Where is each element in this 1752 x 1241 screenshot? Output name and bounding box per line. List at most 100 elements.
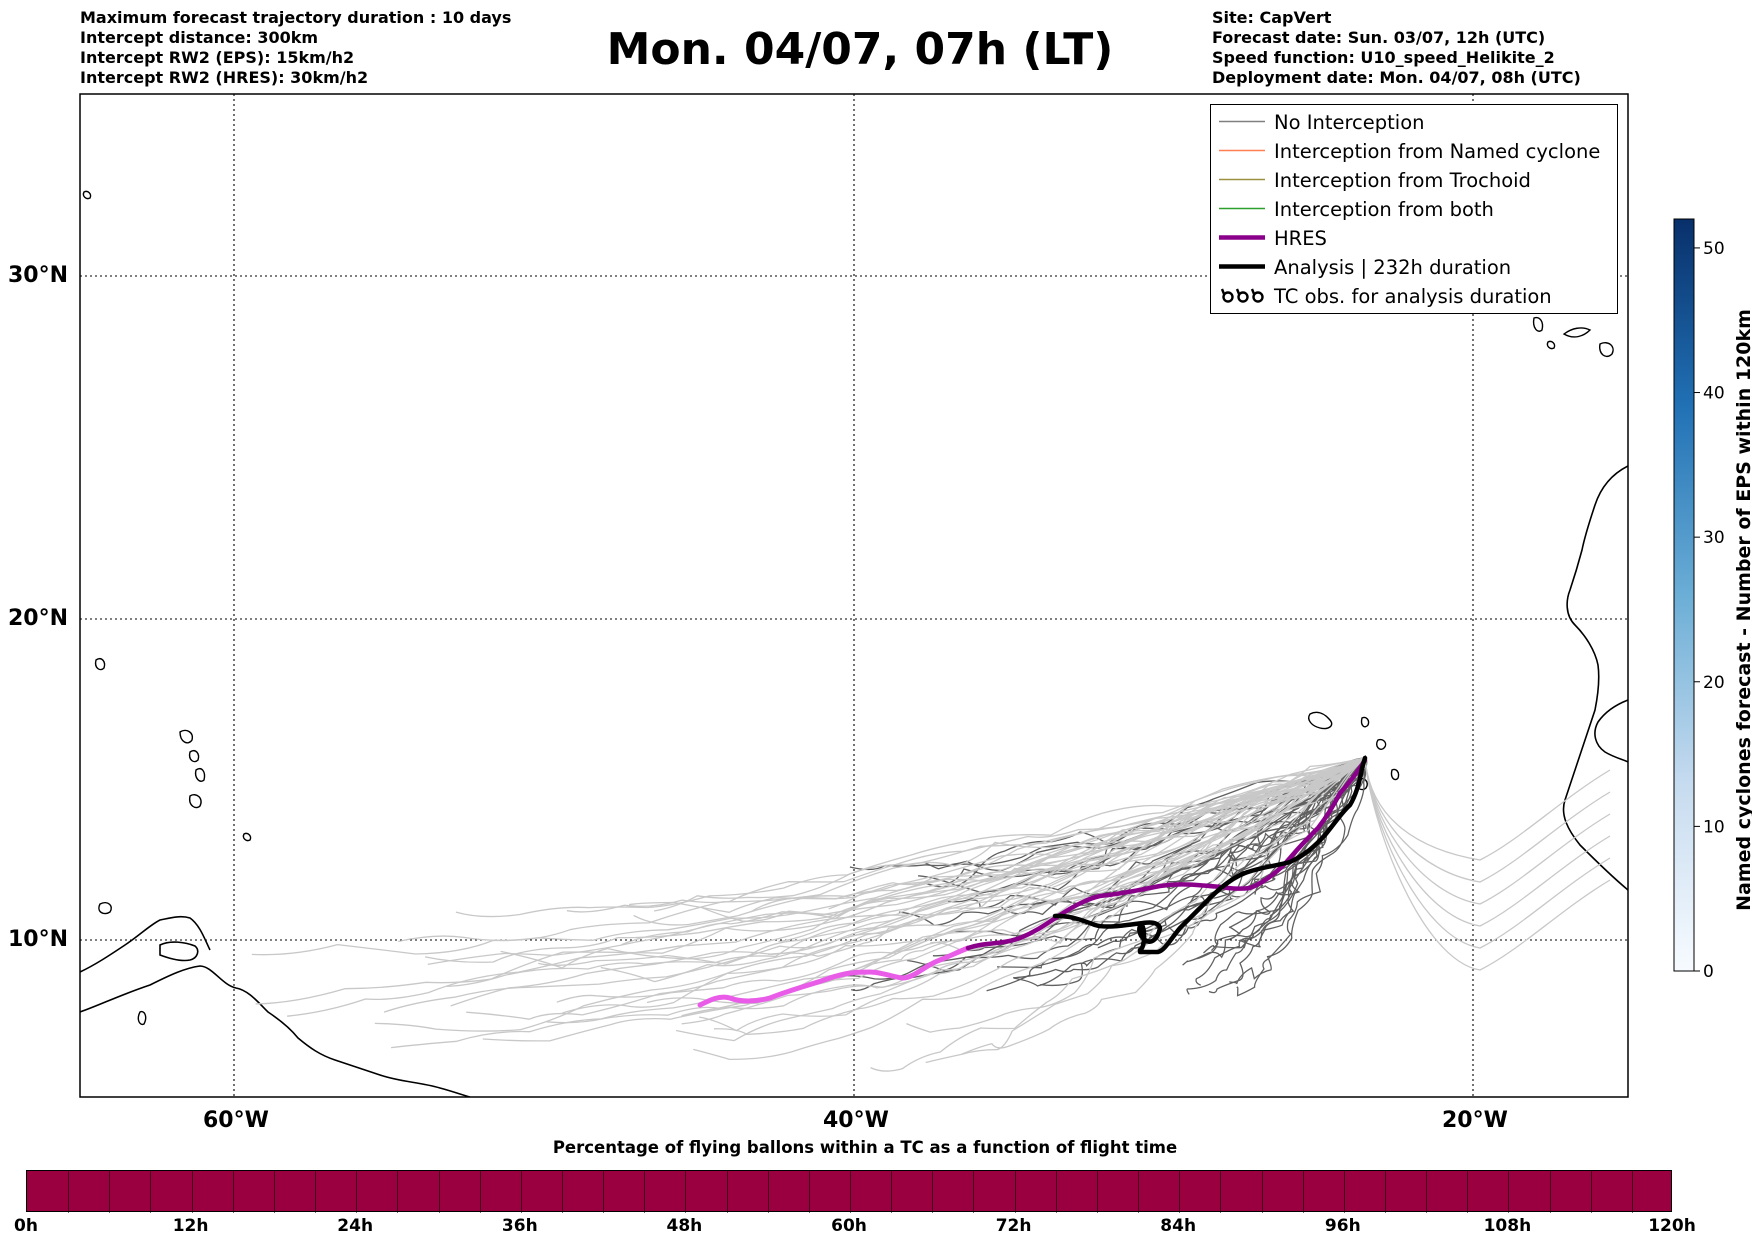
legend-label: No Interception — [1274, 111, 1425, 134]
page-title: Mon. 04/07, 07h (LT) — [606, 24, 1114, 75]
deployment-date-text: Deployment date: Mon. 04/07, 08h (UTC) — [1212, 68, 1581, 87]
eps-trajectory-line — [633, 757, 1366, 926]
colorbar-tick-label: 0 — [1703, 962, 1714, 982]
caribbean-island-3 — [194, 768, 206, 782]
colorbar-minor-tick — [932, 1171, 934, 1213]
eps-trajectory-line — [1364, 757, 1611, 927]
colorbar-minor-tick — [68, 1171, 70, 1213]
colorbar-minor-tick — [603, 1171, 605, 1213]
cape-verde-island-2 — [1360, 716, 1370, 728]
eps-trajectory-line — [383, 757, 1366, 1013]
islands — [82, 190, 1614, 1026]
cape-verde-island-3 — [1375, 738, 1387, 750]
colorbar-minor-tick — [438, 1171, 440, 1213]
bottom-colorbar-tick-label: 36h — [501, 1216, 538, 1236]
colorbar-minor-tick — [479, 1171, 481, 1213]
intercept-eps-text: Intercept RW2 (EPS): 15km/h2 — [80, 48, 355, 67]
lat-label-10n: 10°N — [8, 927, 69, 952]
canary-island-1 — [1532, 316, 1544, 332]
colorbar-minor-tick — [767, 1171, 769, 1213]
eps-trajectory-line — [675, 757, 1366, 1042]
eps-trajectory-line — [693, 757, 1366, 1061]
eps-trajectory-line — [629, 757, 1366, 913]
eps-trajectory-line — [870, 757, 1366, 1072]
eps-trajectory-line — [455, 757, 1366, 918]
right-colorbar: 0 10 20 30 40 50 — [1673, 218, 1725, 982]
hres-late-segment — [965, 757, 1368, 951]
eps-trajectory-line — [681, 757, 1366, 1017]
legend-swatch-no-interception — [1219, 120, 1265, 123]
legend-label: Interception from both — [1274, 198, 1494, 221]
map-frame — [79, 93, 1629, 1098]
lat-label-30n: 30°N — [8, 263, 69, 288]
bottom-colorbar-title: Percentage of flying ballons within a TC… — [552, 1138, 1178, 1157]
forecast-settings: Maximum forecast trajectory duration : 1… — [80, 8, 511, 88]
bottom-colorbar-tick-label: 48h — [666, 1216, 703, 1236]
caribbean-island-5 — [94, 658, 106, 671]
eps-trajectory-line — [768, 757, 1366, 957]
venezuela-peninsula — [80, 915, 211, 973]
legend-swatch-trochoid — [1219, 178, 1265, 181]
canary-island-3 — [1598, 342, 1614, 358]
eps-trajectory-line — [1236, 757, 1367, 997]
colorbar-tick-label: 40 — [1703, 384, 1725, 404]
colorbar-label-text: Named cyclones forecast - Number of EPS … — [1733, 309, 1752, 911]
legend-item-named-cyclone: Interception from Named cyclone — [1211, 136, 1617, 165]
lon-label-40w: 40°W — [823, 1108, 889, 1133]
colorbar-minor-tick — [1220, 1171, 1222, 1213]
colorbar-minor-tick — [685, 1171, 687, 1213]
eps-trajectory-line — [424, 757, 1366, 963]
colorbar-minor-tick — [726, 1171, 728, 1213]
deployment-info: Site: CapVert Forecast date: Sun. 03/07,… — [1212, 8, 1581, 88]
colorbar-tick-label: 50 — [1703, 239, 1725, 259]
bottom-colorbar-tick-label: 0h — [14, 1216, 38, 1236]
eps-trajectory-line — [1364, 757, 1611, 905]
lat-label-20n: 20°N — [8, 606, 69, 631]
legend-swatch-named-cyclone — [1219, 149, 1265, 152]
intercept-hres-text: Intercept RW2 (HRES): 30km/h2 — [80, 68, 369, 87]
trinidad — [159, 941, 199, 962]
eps-trajectories — [251, 755, 1611, 1072]
colorbar-minor-tick — [1426, 1171, 1428, 1213]
eps-trajectory-line — [906, 757, 1366, 1033]
colorbar-minor-tick — [1055, 1171, 1057, 1213]
eps-trajectory-line — [699, 757, 1366, 1032]
west-africa-coast — [1562, 465, 1628, 891]
legend-label: Interception from Trochoid — [1274, 169, 1531, 192]
legend-item-tc-obs: TC obs. for analysis duration — [1211, 281, 1617, 310]
legend-swatch-analysis — [1219, 264, 1265, 269]
legend-label: Interception from Named cyclone — [1274, 140, 1601, 163]
eps-trajectory-line — [566, 757, 1366, 913]
colorbar-ticks: 0 10 20 30 40 50 — [1694, 239, 1725, 982]
max-duration-text: Maximum forecast trajectory duration : 1… — [80, 8, 512, 27]
colorbar-minor-tick — [397, 1171, 399, 1213]
eps-trajectory-line — [961, 757, 1366, 1055]
legend-item-no-interception: No Interception — [1211, 107, 1617, 136]
analysis-line — [1052, 755, 1368, 955]
legend-label: HRES — [1274, 227, 1327, 250]
bottom-colorbar-tick-label: 84h — [1160, 1216, 1197, 1236]
colorbar-minor-tick — [1631, 1171, 1633, 1213]
eps-trajectory-line — [255, 757, 1366, 1005]
bottom-colorbar — [26, 1170, 1672, 1213]
colorbar-minor-tick — [273, 1171, 275, 1213]
lon-label-20w: 20°W — [1442, 1108, 1508, 1133]
colorbar-minor-tick — [315, 1171, 317, 1213]
eps-trajectory-line — [848, 757, 1366, 938]
eps-trajectory-line — [1364, 757, 1611, 971]
colorbar-minor-tick — [356, 1171, 358, 1213]
intercept-distance-text: Intercept distance: 300km — [80, 28, 319, 47]
colorbar-minor-tick — [1549, 1171, 1551, 1213]
eps-trajectory-line — [896, 757, 1366, 953]
caribbean-island-4 — [188, 794, 202, 809]
colorbar-minor-tick — [1014, 1171, 1016, 1213]
eps-trajectory-line — [1229, 757, 1366, 985]
colorbar-minor-tick — [808, 1171, 810, 1213]
forecast-date-text: Forecast date: Sun. 03/07, 12h (UTC) — [1212, 28, 1546, 47]
legend-item-hres: HRES — [1211, 223, 1617, 252]
legend-item-trochoid: Interception from Trochoid — [1211, 165, 1617, 194]
caribbean-island-7 — [98, 902, 112, 915]
eps-trajectory-line — [556, 757, 1366, 1003]
colorbar-gradient — [1673, 218, 1695, 972]
